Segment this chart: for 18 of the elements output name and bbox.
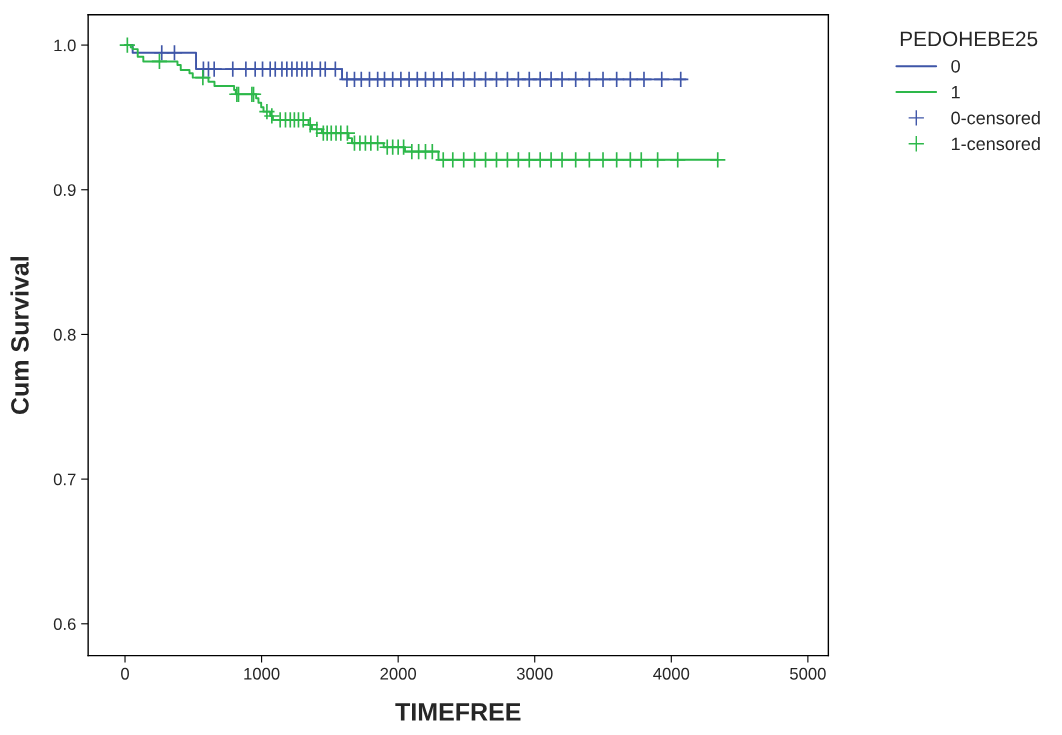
x-axis-title: TIMEFREE — [395, 703, 521, 721]
x-tick-label: 1000 — [244, 667, 280, 680]
x-tick-label: 2000 — [380, 667, 417, 680]
y-tick-label: 0.8 — [53, 328, 76, 341]
y-tick-label: 1.0 — [54, 39, 76, 52]
legend-label: 1 — [951, 85, 960, 99]
x-tick-label: 3000 — [516, 667, 553, 680]
y-tick-label: 0.6 — [53, 618, 76, 630]
legend-label: 0 — [951, 59, 960, 73]
y-tick-label: 0.7 — [53, 473, 76, 486]
x-tick-label: 0 — [121, 667, 129, 680]
x-tick-label: 5000 — [790, 667, 826, 680]
legend-title: PEDOHEBE25 — [900, 31, 1038, 47]
x-tick-label: 4000 — [653, 667, 690, 680]
y-axis-title: Cum Survival — [10, 257, 29, 415]
y-tick-label: 0.9 — [53, 184, 76, 196]
legend-label: 1-censored — [951, 136, 1040, 151]
legend-label: 0-censored — [951, 111, 1040, 125]
